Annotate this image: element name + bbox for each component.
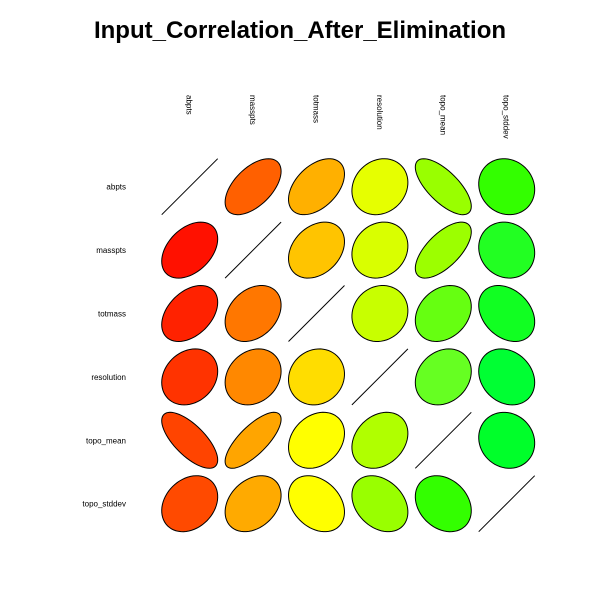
ellipse-resolution-topo_mean [414, 348, 472, 406]
row-label-topo_mean: topo_mean [86, 436, 126, 445]
diagonal-line-topo_stddev [478, 475, 536, 533]
ellipse-abpts-resolution [351, 158, 409, 216]
ellipse-topo_mean-totmass [288, 411, 345, 469]
column-label-topo_stddev: topo_stddev [502, 95, 511, 139]
column-label-resolution: resolution [375, 95, 384, 130]
ellipse-resolution-abpts [161, 348, 219, 406]
ellipse-topo_mean-masspts [224, 411, 282, 469]
ellipse-abpts-topo_stddev [478, 158, 536, 216]
ellipse-resolution-totmass [288, 348, 345, 406]
ellipse-topo_stddev-topo_mean [414, 475, 472, 533]
ellipse-abpts-masspts [224, 158, 282, 216]
diagonal-line-resolution [351, 348, 409, 406]
row-label-abpts: abpts [106, 183, 126, 192]
ellipse-masspts-totmass [288, 221, 345, 279]
ellipse-totmass-resolution [351, 285, 409, 342]
row-label-masspts: masspts [96, 246, 126, 255]
row-label-resolution: resolution [91, 373, 126, 382]
ellipse-masspts-abpts [161, 221, 219, 279]
column-label-abpts: abpts [185, 95, 194, 115]
ellipse-topo_stddev-resolution [351, 475, 409, 533]
matrix-cells [161, 158, 536, 533]
ellipse-topo_stddev-totmass [288, 475, 345, 533]
ellipse-totmass-topo_stddev [478, 285, 536, 342]
ellipse-resolution-topo_stddev [478, 348, 536, 406]
ellipse-abpts-topo_mean [414, 158, 472, 216]
column-label-topo_mean: topo_mean [438, 95, 447, 135]
ellipse-masspts-resolution [351, 221, 409, 279]
ellipse-topo_stddev-abpts [161, 475, 219, 533]
ellipse-topo_mean-abpts [161, 411, 219, 469]
ellipse-totmass-abpts [161, 284, 219, 343]
row-label-totmass: totmass [98, 310, 126, 319]
ellipse-topo_mean-topo_stddev [478, 411, 536, 469]
row-labels: abpts masspts totmass resolution topo_meanto… [82, 183, 126, 509]
diagonal-line-totmass [288, 285, 345, 342]
ellipse-masspts-topo_mean [414, 221, 472, 279]
diagonal-line-masspts [224, 221, 282, 279]
chart-title: Input_Correlation_After_Elimination [94, 17, 506, 44]
ellipse-resolution-masspts [224, 348, 282, 406]
diagonal-line-abpts [161, 158, 219, 216]
ellipse-masspts-topo_stddev [478, 221, 536, 279]
column-label-masspts: masspts [248, 95, 257, 125]
ellipse-abpts-totmass [288, 158, 345, 216]
ellipse-topo_stddev-masspts [224, 475, 282, 533]
ellipse-totmass-topo_mean [414, 285, 472, 342]
column-labels: abpts masspts totmass resolution topo_mean to… [185, 95, 511, 139]
ellipse-topo_mean-resolution [351, 411, 409, 469]
row-label-topo_stddev: topo_stddev [82, 500, 126, 509]
column-label-totmass: totmass [312, 95, 321, 123]
diagonal-line-topo_mean [414, 411, 472, 469]
ellipse-totmass-masspts [224, 285, 282, 342]
